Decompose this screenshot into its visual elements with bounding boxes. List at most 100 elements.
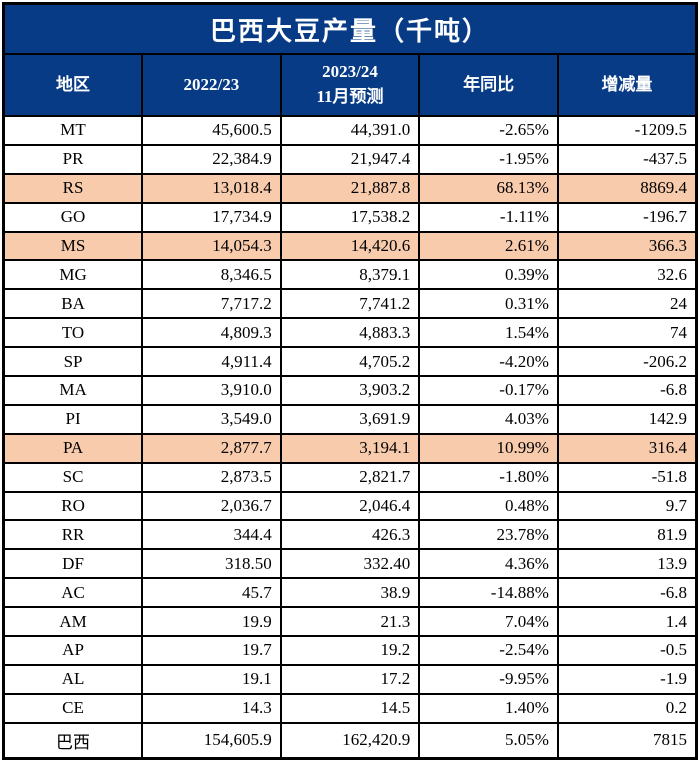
value-cell: 22,384.9 (141, 143, 282, 175)
value-cell: 13.9 (556, 548, 698, 580)
table-row: SC 2,873.5 2,821.7 -1.80% -51.8 (2, 461, 698, 493)
value-cell: 2,877.7 (141, 432, 282, 464)
region-cell: RO (2, 490, 144, 522)
column-header-2023-24-forecast: 2023/24 11月预测 (279, 53, 421, 117)
region-cell: AL (2, 663, 144, 695)
value-cell: 3,549.0 (141, 403, 282, 435)
table-row: AP 19.7 19.2 -2.54% -0.5 (2, 635, 698, 666)
value-cell: 14,420.6 (279, 230, 421, 262)
value-cell: -6.8 (556, 375, 698, 406)
value-cell: 17.2 (279, 663, 421, 695)
value-cell: -1.9 (556, 663, 698, 695)
table-row: MA 3,910.0 3,903.2 -0.17% -6.8 (2, 375, 698, 406)
table-row: SP 4,911.4 4,705.2 -4.20% -206.2 (2, 346, 698, 378)
value-cell: 2,046.4 (279, 490, 421, 522)
table-row: CE 14.3 14.5 1.40% 0.2 (2, 692, 698, 724)
value-cell: 8,346.5 (141, 259, 282, 291)
value-cell: 19.2 (279, 635, 421, 666)
table-row: MT 45,600.5 44,391.0 -2.65% -1209.5 (2, 115, 698, 146)
value-cell: -1209.5 (556, 115, 698, 146)
region-cell: DF (2, 548, 144, 580)
value-cell: 10.99% (418, 432, 559, 464)
header-row: 地区 2022/23 2023/24 11月预测 年同比 增减量 (2, 53, 698, 117)
value-cell: -2.65% (418, 115, 559, 146)
value-cell: 14,054.3 (141, 230, 282, 262)
value-cell: 162,420.9 (279, 721, 421, 760)
value-cell: 332.40 (279, 548, 421, 580)
value-cell: 14.3 (141, 692, 282, 724)
value-cell: 3,903.2 (279, 375, 421, 406)
table-row: TO 4,809.3 4,883.3 1.54% 74 (2, 317, 698, 349)
value-cell: 0.48% (418, 490, 559, 522)
value-cell: 21,887.8 (279, 172, 421, 204)
value-cell: 4,911.4 (141, 346, 282, 378)
value-cell: -4.20% (418, 346, 559, 378)
table-row: AM 19.9 21.3 7.04% 1.4 (2, 606, 698, 638)
value-cell: 2,873.5 (141, 461, 282, 493)
value-cell: -0.17% (418, 375, 559, 406)
value-cell: 44,391.0 (279, 115, 421, 146)
table-row: PR 22,384.9 21,947.4 -1.95% -437.5 (2, 143, 698, 175)
value-cell: 9.7 (556, 490, 698, 522)
title-row: 巴西大豆产量（千吨） (2, 2, 698, 55)
value-cell: 7.04% (418, 606, 559, 638)
table-row: AL 19.1 17.2 -9.95% -1.9 (2, 663, 698, 695)
region-cell: SC (2, 461, 144, 493)
table-row: MG 8,346.5 8,379.1 0.39% 32.6 (2, 259, 698, 291)
value-cell: 23.78% (418, 519, 559, 551)
value-cell: 426.3 (279, 519, 421, 551)
value-cell: 7,741.2 (279, 288, 421, 320)
value-cell: 366.3 (556, 230, 698, 262)
value-cell: 154,605.9 (141, 721, 282, 760)
value-cell: 3,910.0 (141, 375, 282, 406)
value-cell: 38.9 (279, 577, 421, 609)
value-cell: 1.4 (556, 606, 698, 638)
table-row: AC 45.7 38.9 -14.88% -6.8 (2, 577, 698, 609)
value-cell: 344.4 (141, 519, 282, 551)
value-cell: 3,691.9 (279, 403, 421, 435)
column-header-line2: 11月预测 (316, 87, 384, 106)
region-cell: 巴西 (2, 721, 144, 760)
value-cell: 1.54% (418, 317, 559, 349)
value-cell: -1.80% (418, 461, 559, 493)
table-row: GO 17,734.9 17,538.2 -1.11% -196.7 (2, 201, 698, 233)
value-cell: -1.11% (418, 201, 559, 233)
value-cell: 74 (556, 317, 698, 349)
value-cell: 21.3 (279, 606, 421, 638)
value-cell: 4.03% (418, 403, 559, 435)
value-cell: 19.9 (141, 606, 282, 638)
column-header-line1: 2023/24 (322, 62, 378, 82)
value-cell: -196.7 (556, 201, 698, 233)
value-cell: 45.7 (141, 577, 282, 609)
region-cell: AP (2, 635, 144, 666)
region-cell: PR (2, 143, 144, 175)
value-cell: 5.05% (418, 721, 559, 760)
region-cell: TO (2, 317, 144, 349)
region-cell: PA (2, 432, 144, 464)
value-cell: 17,538.2 (279, 201, 421, 233)
column-header-yoy: 年同比 (418, 53, 559, 117)
value-cell: -206.2 (556, 346, 698, 378)
value-cell: -0.5 (556, 635, 698, 666)
value-cell: 142.9 (556, 403, 698, 435)
value-cell: 21,947.4 (279, 143, 421, 175)
region-cell: MS (2, 230, 144, 262)
value-cell: 14.5 (279, 692, 421, 724)
region-cell: MA (2, 375, 144, 406)
value-cell: 3,194.1 (279, 432, 421, 464)
table-row: RO 2,036.7 2,046.4 0.48% 9.7 (2, 490, 698, 522)
table-row: MS 14,054.3 14,420.6 2.61% 366.3 (2, 230, 698, 262)
region-cell: MG (2, 259, 144, 291)
value-cell: 4,883.3 (279, 317, 421, 349)
table-title: 巴西大豆产量（千吨） (2, 2, 698, 55)
value-cell: 0.2 (556, 692, 698, 724)
value-cell: 4,705.2 (279, 346, 421, 378)
region-cell: MT (2, 115, 144, 146)
table-row: DF 318.50 332.40 4.36% 13.9 (2, 548, 698, 580)
value-cell: 8869.4 (556, 172, 698, 204)
value-cell: 68.13% (418, 172, 559, 204)
value-cell: 45,600.5 (141, 115, 282, 146)
value-cell: -51.8 (556, 461, 698, 493)
